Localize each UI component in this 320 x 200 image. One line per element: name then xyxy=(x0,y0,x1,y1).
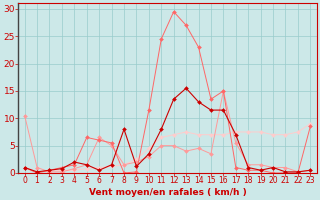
X-axis label: Vent moyen/en rafales ( km/h ): Vent moyen/en rafales ( km/h ) xyxy=(89,188,246,197)
